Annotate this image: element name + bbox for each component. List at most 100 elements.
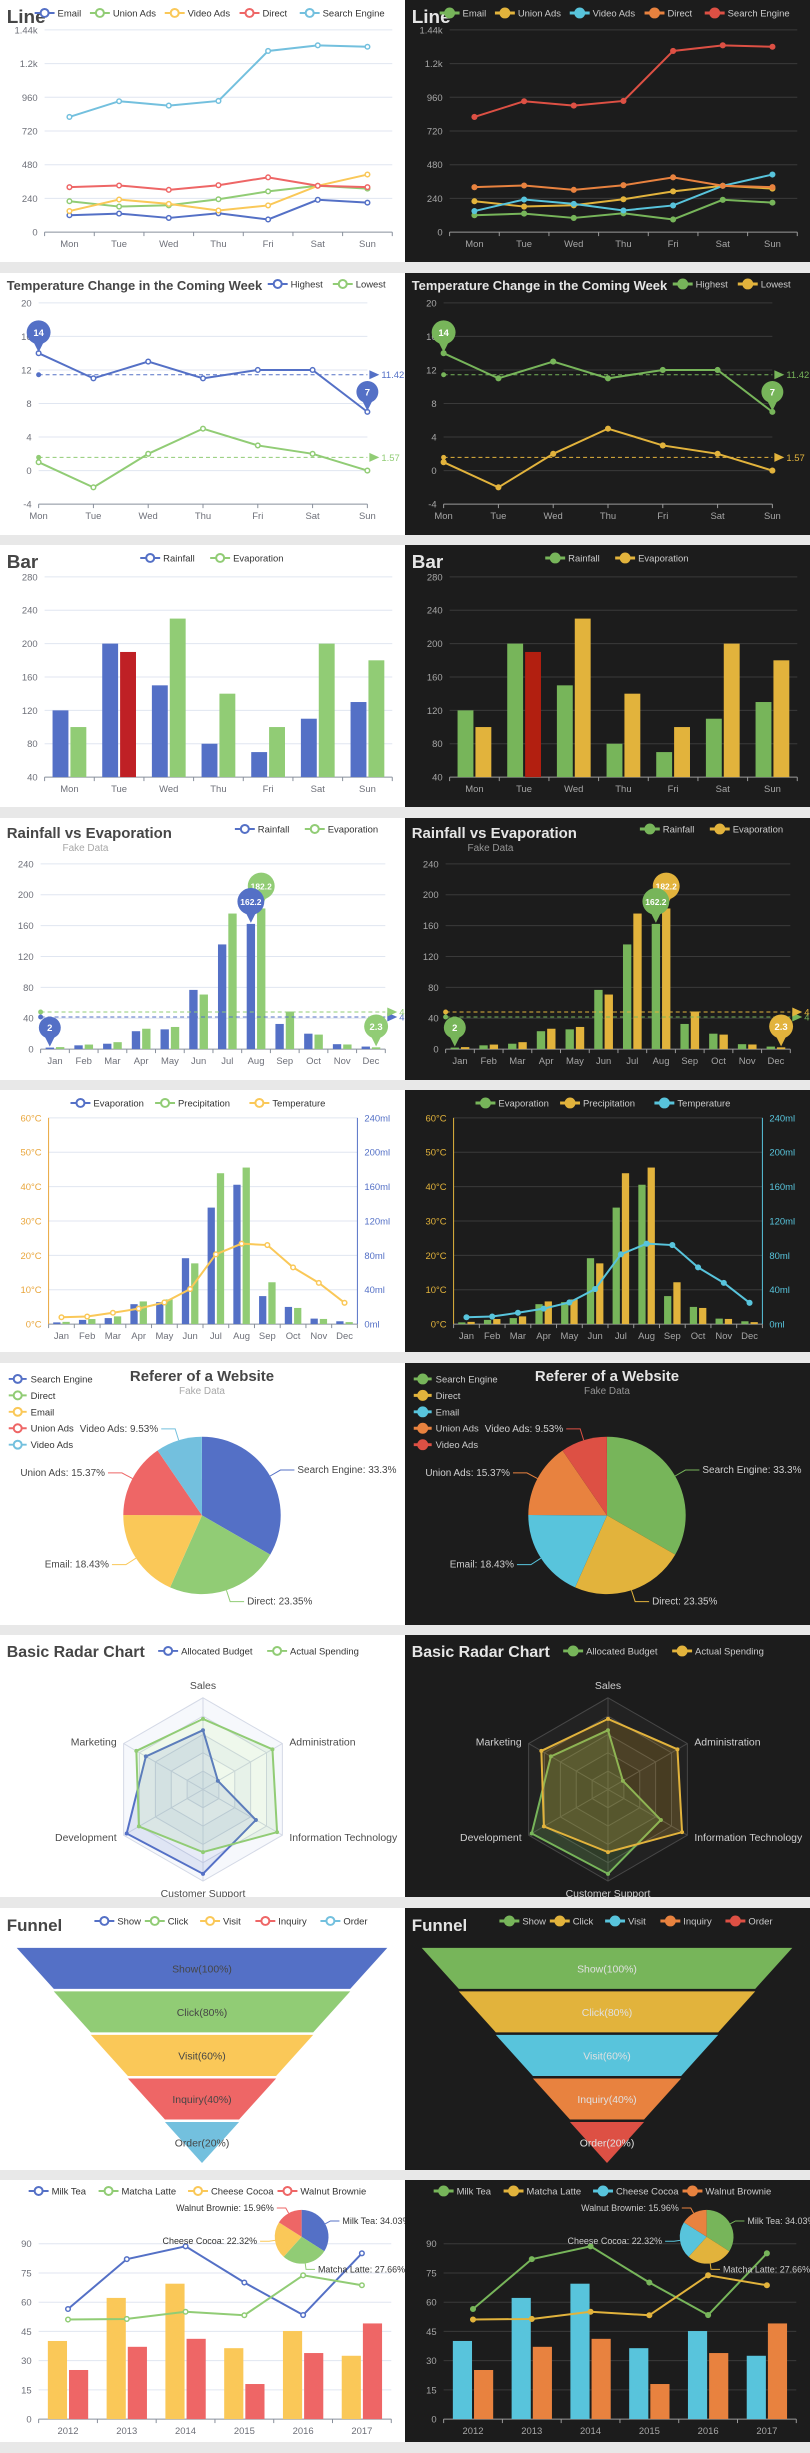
funnel-step-click[interactable] (53, 1990, 351, 2032)
legend-item-visit[interactable]: Visit (200, 1915, 241, 1927)
legend-item-actual-spending[interactable]: Actual Spending (672, 1645, 764, 1657)
legend-item-union-ads[interactable]: Union Ads (494, 7, 561, 19)
legend-item-highest[interactable]: Highest (267, 278, 323, 290)
legend-item-rainfall[interactable]: Rainfall (234, 823, 289, 835)
legend-item-order[interactable]: Order (725, 1914, 773, 1927)
legend-item-direct[interactable]: Direct (239, 7, 288, 19)
legend-item-inquiry[interactable]: Inquiry (255, 1915, 307, 1927)
funnel-step-order[interactable] (164, 2121, 240, 2163)
legend-item-evaporation[interactable]: Evaporation (304, 823, 378, 835)
svg-text:Wed: Wed (159, 239, 178, 250)
legend-item-show[interactable]: Show (94, 1915, 141, 1927)
legend-item-walnut-brownie[interactable]: Walnut Brownie (682, 2185, 772, 2197)
legend-item-search-engine[interactable]: Search Engine (704, 7, 790, 19)
pie-slice-search-engine[interactable] (202, 1436, 281, 1555)
legend-item-walnut-brownie[interactable]: Walnut Brownie (277, 2185, 367, 2197)
legend-item-precipitation[interactable]: Precipitation (155, 1097, 230, 1109)
legend-item-evaporation[interactable]: Evaporation (70, 1097, 144, 1109)
funnel-step-inquiry[interactable] (127, 2077, 277, 2119)
legend-item-order[interactable]: Order (320, 1915, 368, 1927)
legend-item-email[interactable]: Email (439, 7, 487, 19)
legend-item-video-ads[interactable]: Video Ads (164, 7, 231, 19)
legend-item-actual-spending[interactable]: Actual Spending (267, 1645, 359, 1657)
svg-text:May: May (566, 1056, 584, 1067)
legend-item-matcha-latte[interactable]: Matcha Latte (98, 2185, 177, 2197)
legend-item-milk-tea[interactable]: Milk Tea (433, 2185, 492, 2197)
legend-item-email[interactable]: Email (8, 1406, 55, 1418)
pie-slice-email[interactable] (528, 1514, 608, 1587)
cell-line-light: Line Email Union Ads Video Ads Direct Search … (0, 0, 405, 273)
legend-item-lowest[interactable]: Lowest (332, 278, 386, 290)
pie-slice-walnut-brownie[interactable] (278, 2209, 302, 2237)
legend-item-evaporation[interactable]: Evaporation (615, 552, 689, 564)
legend-item-search-engine[interactable]: Search Engine (8, 1373, 93, 1385)
funnel-step-click[interactable] (458, 1990, 756, 2032)
legend-item-cheese-cocoa[interactable]: Cheese Cocoa (593, 2185, 679, 2197)
svg-text:30: 30 (426, 2356, 437, 2367)
legend-item-allocated-budget[interactable]: Allocated Budget (158, 1645, 253, 1657)
series-walnut-brownie (474, 2323, 788, 2420)
legend-item-inquiry[interactable]: Inquiry (660, 1914, 712, 1927)
pie-slice-search-engine[interactable] (607, 1436, 686, 1555)
chart-rainfall-light-card: Rainfall vs Evaporation Fake Data Rainfall… (0, 817, 405, 1080)
pie-slice-direct[interactable] (575, 1514, 676, 1594)
funnel-step-order[interactable] (569, 2121, 645, 2163)
funnel-step-visit[interactable] (495, 2034, 719, 2076)
legend-item-video-ads[interactable]: Video Ads (413, 1438, 479, 1451)
legend-item-click[interactable]: Click (144, 1915, 189, 1927)
svg-text:Fri: Fri (657, 511, 668, 522)
legend-item-allocated-budget[interactable]: Allocated Budget (563, 1645, 658, 1657)
legend-item-direct[interactable]: Direct (644, 7, 693, 19)
legend-item-evaporation[interactable]: Evaporation (210, 552, 284, 564)
legend-item-show[interactable]: Show (499, 1914, 546, 1927)
pie-slice-milk-tea[interactable] (706, 2209, 734, 2252)
pie-slice-union-ads[interactable] (123, 1449, 203, 1515)
svg-text:Mar: Mar (105, 1331, 121, 1342)
funnel-step-inquiry[interactable] (532, 2077, 682, 2119)
legend-item-email[interactable]: Email (413, 1405, 460, 1418)
pie-slice-union-ads[interactable] (528, 1449, 608, 1515)
legend-item-evaporation[interactable]: Evaporation (475, 1097, 549, 1109)
pie-slice-walnut-brownie[interactable] (683, 2209, 707, 2237)
legend-item-temperature[interactable]: Temperature (249, 1097, 325, 1109)
legend-item-search-engine[interactable]: Search Engine (299, 7, 385, 19)
legend-item-evaporation[interactable]: Evaporation (709, 822, 783, 835)
pie-slice-direct[interactable] (170, 1514, 271, 1594)
funnel-step-visit[interactable] (90, 2034, 314, 2076)
legend-item-video-ads[interactable]: Video Ads (8, 1439, 74, 1451)
legend-item-direct[interactable]: Direct (413, 1389, 461, 1401)
legend-item-lowest[interactable]: Lowest (737, 277, 791, 290)
svg-text:2012: 2012 (462, 2426, 483, 2437)
legend-item-milk-tea[interactable]: Milk Tea (28, 2185, 87, 2197)
svg-text:Sun: Sun (359, 239, 376, 250)
legend-item-rainfall[interactable]: Rainfall (140, 552, 195, 564)
legend-item-visit[interactable]: Visit (605, 1914, 646, 1927)
pie-slice-email[interactable] (123, 1514, 203, 1587)
legend-item-rainfall[interactable]: Rainfall (639, 822, 694, 835)
pie-slice-video-ads[interactable] (157, 1436, 203, 1515)
pie-slice-matcha-latte[interactable] (283, 2236, 325, 2264)
legend-item-matcha-latte[interactable]: Matcha Latte (503, 2185, 582, 2197)
funnel-step-show[interactable] (421, 1947, 793, 1989)
chart-mix2-dark-svg: Milk Tea Matcha Latte Cheese Cocoa Walnut B… (426, 2185, 810, 2437)
legend-item-search-engine[interactable]: Search Engine (413, 1372, 498, 1385)
legend-item-direct[interactable]: Direct (8, 1389, 56, 1401)
legend-item-union-ads[interactable]: Union Ads (8, 1422, 74, 1434)
cell-funnel-dark: Funnel Show Click Visit Inquiry Order Show(100… (405, 1907, 810, 2181)
legend-item-temperature[interactable]: Temperature (654, 1097, 730, 1109)
pie-slice-cheese-cocoa[interactable] (679, 2222, 707, 2257)
pie-slice-matcha-latte[interactable] (688, 2236, 730, 2264)
pie-slice-cheese-cocoa[interactable] (274, 2222, 302, 2257)
legend-item-email[interactable]: Email (34, 7, 82, 19)
funnel-step-show[interactable] (16, 1947, 388, 1989)
pie-slice-video-ads[interactable] (562, 1436, 608, 1515)
pie-slice-milk-tea[interactable] (301, 2209, 329, 2252)
legend-item-union-ads[interactable]: Union Ads (413, 1422, 479, 1434)
legend-item-rainfall[interactable]: Rainfall (545, 552, 600, 564)
legend-item-highest[interactable]: Highest (672, 277, 728, 290)
legend-item-cheese-cocoa[interactable]: Cheese Cocoa (188, 2185, 274, 2197)
legend-item-click[interactable]: Click (549, 1914, 594, 1927)
legend-item-precipitation[interactable]: Precipitation (560, 1097, 635, 1109)
legend-item-video-ads[interactable]: Video Ads (569, 7, 636, 19)
legend-item-union-ads[interactable]: Union Ads (89, 7, 156, 19)
